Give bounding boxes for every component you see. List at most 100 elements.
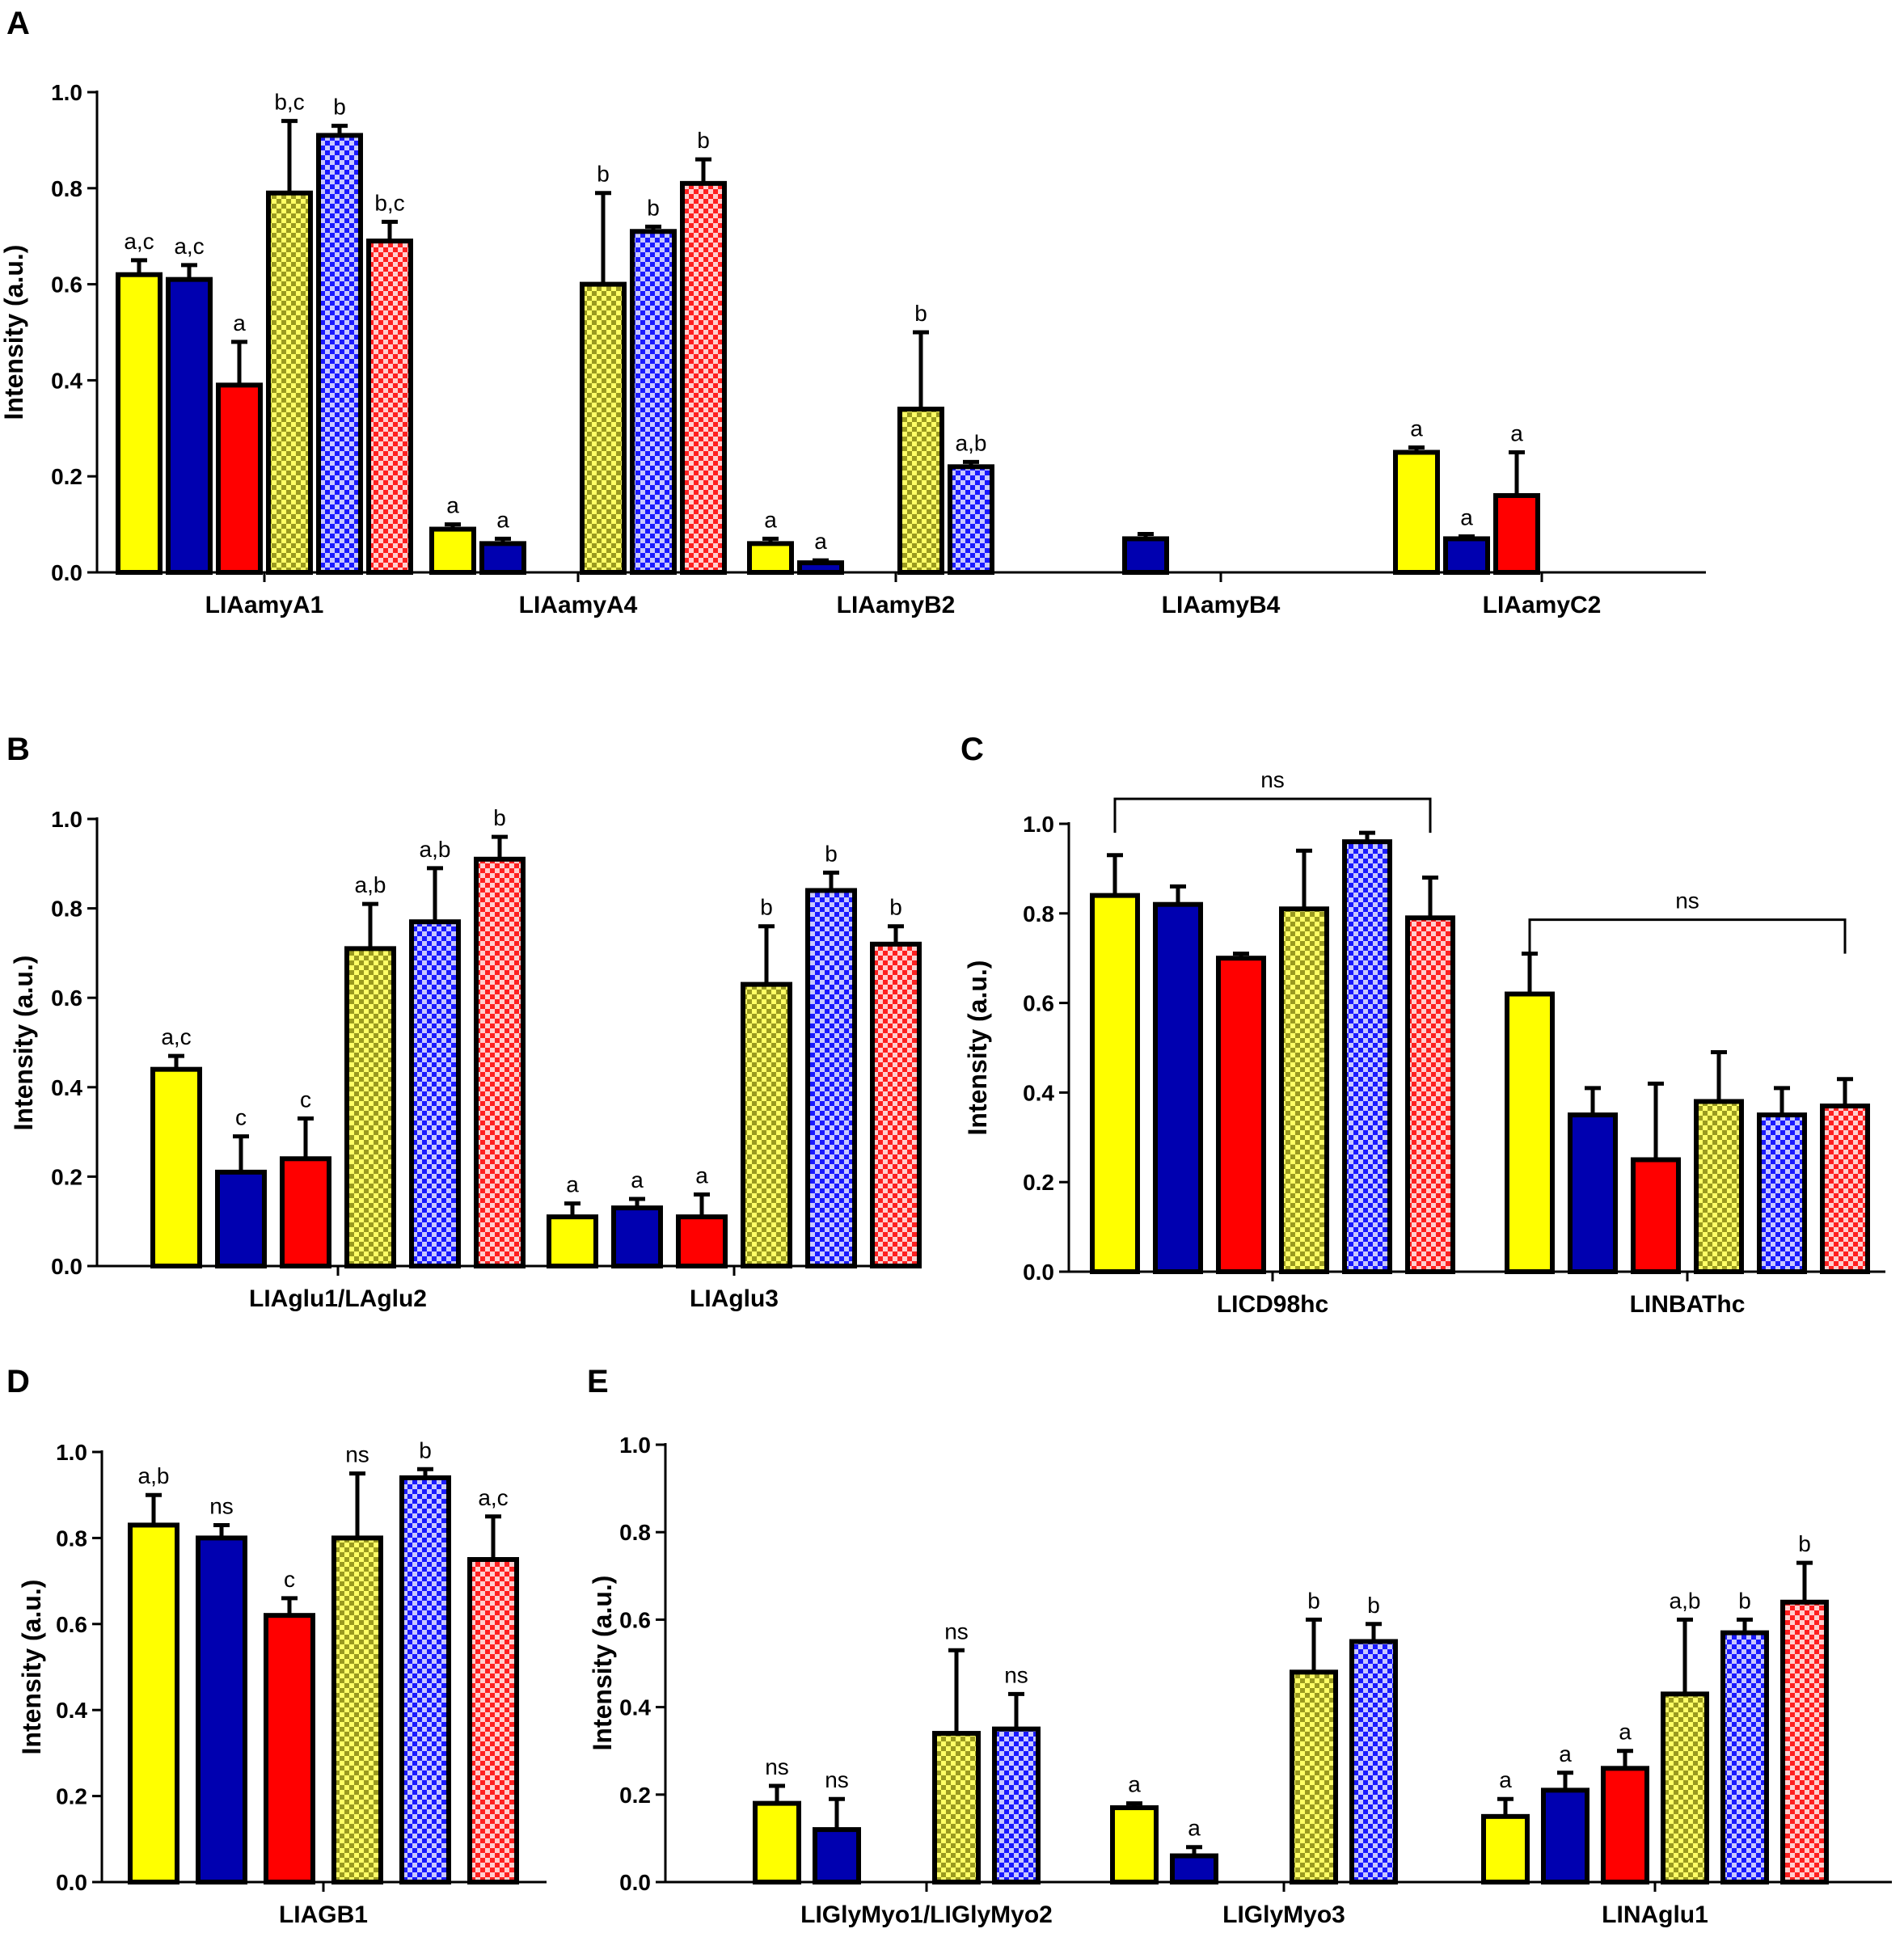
bar-blue [196,1535,247,1885]
category-group: LIAamyB2 a a b a,b [747,301,994,618]
x-tick-label: LIAglu3 [690,1285,779,1312]
significance-label: b [647,195,660,220]
bar-blue-check [1757,1112,1807,1274]
bar-yellow [547,1214,598,1269]
bar-yellow [1110,1805,1159,1885]
bracket-label: ns [1675,888,1699,914]
y-tick-label: 0.6 [619,1607,651,1632]
bar-red-check [1405,915,1455,1274]
significance-label: a [1188,1816,1201,1841]
panel-letter: D [6,1364,30,1399]
bar-red [1631,1157,1681,1274]
significance-label: b [597,162,610,187]
y-tick-label: 0.0 [51,1254,82,1279]
significance-label: ns [944,1619,969,1644]
x-tick-label: LINBAThc [1630,1291,1746,1318]
significance-label: ns [345,1442,369,1467]
bar-yellow [1505,991,1555,1275]
significance-label: a [1510,421,1523,446]
bar-yellow [116,272,163,575]
category-group: LICD98hc [1090,830,1455,1318]
bar-yellow-check [344,946,396,1268]
bar-red-check [870,941,922,1268]
bar-blue-check [316,133,363,575]
y-axis-title: Intensity (a.u.) [0,245,28,420]
category-group: LIAglu3 a a a b b b [547,841,922,1312]
bar-red [280,1156,331,1269]
category-group: LINBAThc [1505,952,1870,1318]
bar-yellow-check [266,190,313,576]
bar-red-check [474,856,526,1269]
bar-red [216,382,263,575]
bar-blue [1170,1853,1218,1885]
significance-label: a,b [355,872,386,897]
bar-blue-check [992,1726,1041,1884]
x-tick-label: LICD98hc [1217,1291,1328,1318]
panel-a: A Intensity (a.u.) 0.0 0.2 0.4 0.6 0.8 1.0 LIAam… [0,6,1706,618]
y-tick-label: 0.4 [51,1075,82,1100]
y-axis-title: Intensity (a.u.) [9,956,38,1131]
bar-blue [215,1169,267,1268]
y-tick-label: 0.8 [1023,901,1054,926]
panel-letter: C [960,732,984,767]
y-tick-label: 0.0 [1023,1260,1054,1285]
significance-label: a,b [956,430,987,455]
significance-label: b [1798,1531,1811,1556]
y-tick-label: 0.4 [1023,1080,1054,1105]
bar-blue [479,541,526,575]
bar-red [1493,492,1540,576]
bar-yellow [429,526,476,575]
y-tick-label: 0.6 [1023,991,1054,1016]
significance-label: ns [1004,1662,1028,1687]
significance-label: b [493,805,506,830]
bar-blue-check [1342,839,1392,1275]
category-group: LIAamyC2 a a a [1393,416,1601,618]
x-tick-label: LIAGB1 [279,1901,368,1928]
bar-red [676,1214,728,1269]
significance-label: a,c [174,234,204,259]
bar-blue [813,1827,861,1885]
panel-c: C Intensity (a.u.) 0.0 0.2 0.4 0.6 0.8 1.0 LICD9… [960,732,1885,1318]
y-tick-label: 0.6 [51,985,82,1011]
significance-label: c [284,1567,295,1592]
bar-yellow [1393,449,1440,575]
bar-yellow [753,1800,801,1885]
significance-label: ns [765,1754,789,1779]
y-axis-title: Intensity (a.u.) [588,1576,617,1751]
y-axis-title: Intensity (a.u.) [17,1580,46,1755]
significance-label: a,b [1670,1588,1701,1613]
significance-label: a,c [161,1024,191,1049]
significance-label: a [566,1172,579,1197]
bar-red [1216,956,1266,1274]
bar-yellow [128,1522,179,1884]
bar-red-check [366,238,413,575]
x-tick-label: LIAamyA1 [205,592,324,618]
x-tick-label: LIGlyMyo1/LIGlyMyo2 [800,1901,1053,1928]
y-tick-label: 1.0 [1023,812,1054,837]
y-tick-label: 0.8 [51,176,82,201]
significance-label: b [1738,1588,1751,1613]
significance-label: b [419,1437,432,1462]
category-group: LIAamyA4 a a b b b [429,128,727,618]
significance-label: c [300,1087,311,1112]
bar-red-check [1780,1599,1829,1884]
significance-label: a,b [420,837,451,862]
significance-label: a,b [138,1463,170,1488]
bar-red-check [467,1557,519,1884]
significance-label: a [814,529,827,554]
significance-label: b,c [274,90,304,115]
category-group: LIGlyMyo3 a a b b [1110,1588,1398,1928]
y-tick-label: 0.0 [51,560,82,585]
y-tick-label: 0.6 [51,272,82,298]
x-tick-label: LIGlyMyo3 [1222,1901,1345,1928]
bar-yellow-check [1694,1099,1744,1274]
x-tick-label: LIAglu1/LAglu2 [249,1285,427,1312]
significance-label: b [914,301,927,326]
bar-yellow [747,541,794,575]
y-tick-label: 0.4 [56,1698,87,1723]
significance-label: b [825,841,838,866]
y-tick-label: 0.0 [56,1870,87,1895]
y-axis-title: Intensity (a.u.) [963,960,992,1136]
panel-d: D Intensity (a.u.) 0.0 0.2 0.4 0.6 0.8 1.0 LIAGB… [6,1364,547,1928]
